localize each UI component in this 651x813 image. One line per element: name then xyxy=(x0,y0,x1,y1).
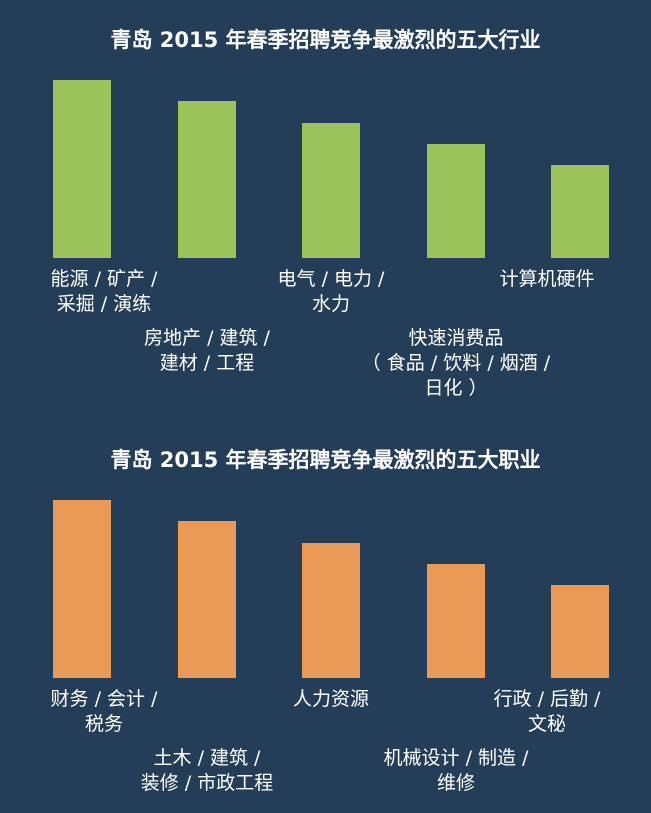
industry-bar-3 xyxy=(302,122,360,258)
job-bar-2 xyxy=(178,521,236,678)
industry-bar-5 xyxy=(551,165,609,258)
job-bar-label-3: 人力资源 xyxy=(292,688,369,710)
industry-bar-label-4: 快速消费品 （ 食品 / 饮料 / 烟酒 / 日化 ） xyxy=(361,327,551,399)
job-chart-title: 青岛 2015 年春季招聘竞争最激烈的五大职业 xyxy=(110,448,541,472)
job-chart: 青岛 2015 年春季招聘竞争最激烈的五大职业 财务 / 会计 / 税务土木 /… xyxy=(0,420,651,813)
industry-bar-label-5: 计算机硬件 xyxy=(499,268,595,290)
job-bar-3 xyxy=(302,542,360,678)
job-bar-label-5: 行政 / 后勤 / 文秘 xyxy=(493,688,601,735)
industry-bar-label-2: 房地产 / 建筑 / 建材 / 工程 xyxy=(144,327,270,374)
job-bar-4 xyxy=(427,564,485,678)
industry-bar-1 xyxy=(53,80,111,258)
industry-chart-title: 青岛 2015 年春季招聘竞争最激烈的五大行业 xyxy=(110,28,541,52)
job-bar-label-4: 机械设计 / 制造 / 维修 xyxy=(383,747,529,794)
job-bar-5 xyxy=(551,585,609,678)
job-bar-label-1: 财务 / 会计 / 税务 xyxy=(50,688,158,735)
job-bar-label-2: 土木 / 建筑 / 装修 / 市政工程 xyxy=(140,747,274,794)
industry-bar-4 xyxy=(427,144,485,258)
industry-bar-label-3: 电气 / 电力 / 水力 xyxy=(277,268,385,315)
industry-bar-2 xyxy=(178,101,236,258)
industry-chart: 青岛 2015 年春季招聘竞争最激烈的五大行业 能源 / 矿产 / 采掘 / 演… xyxy=(0,0,651,400)
industry-bar-label-1: 能源 / 矿产 / 采掘 / 演练 xyxy=(50,268,158,315)
job-bar-1 xyxy=(53,500,111,678)
